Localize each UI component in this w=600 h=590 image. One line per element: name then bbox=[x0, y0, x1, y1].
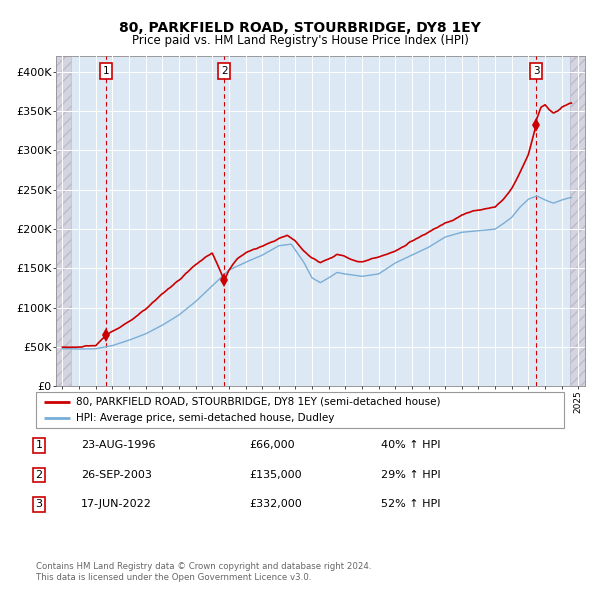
Bar bbox=[570, 56, 585, 386]
Text: 52% ↑ HPI: 52% ↑ HPI bbox=[381, 500, 440, 509]
Text: 17-JUN-2022: 17-JUN-2022 bbox=[81, 500, 152, 509]
Text: 1: 1 bbox=[35, 441, 43, 450]
Text: 1: 1 bbox=[103, 66, 110, 76]
Text: 23-AUG-1996: 23-AUG-1996 bbox=[81, 441, 155, 450]
Text: 26-SEP-2003: 26-SEP-2003 bbox=[81, 470, 152, 480]
Text: 3: 3 bbox=[533, 66, 539, 76]
Text: Price paid vs. HM Land Registry's House Price Index (HPI): Price paid vs. HM Land Registry's House … bbox=[131, 34, 469, 47]
Bar bbox=[56, 56, 71, 386]
Text: £332,000: £332,000 bbox=[249, 500, 302, 509]
Bar bbox=[56, 56, 71, 386]
Text: 2: 2 bbox=[35, 470, 43, 480]
Text: 2: 2 bbox=[221, 66, 227, 76]
Text: 40% ↑ HPI: 40% ↑ HPI bbox=[381, 441, 440, 450]
Text: This data is licensed under the Open Government Licence v3.0.: This data is licensed under the Open Gov… bbox=[36, 573, 311, 582]
FancyBboxPatch shape bbox=[36, 392, 564, 428]
Text: 80, PARKFIELD ROAD, STOURBRIDGE, DY8 1EY (semi-detached house): 80, PARKFIELD ROAD, STOURBRIDGE, DY8 1EY… bbox=[76, 397, 440, 407]
Text: £135,000: £135,000 bbox=[249, 470, 302, 480]
Text: 29% ↑ HPI: 29% ↑ HPI bbox=[381, 470, 440, 480]
Text: 3: 3 bbox=[35, 500, 43, 509]
Text: HPI: Average price, semi-detached house, Dudley: HPI: Average price, semi-detached house,… bbox=[76, 413, 334, 423]
Text: £66,000: £66,000 bbox=[249, 441, 295, 450]
Text: Contains HM Land Registry data © Crown copyright and database right 2024.: Contains HM Land Registry data © Crown c… bbox=[36, 562, 371, 571]
Text: 80, PARKFIELD ROAD, STOURBRIDGE, DY8 1EY: 80, PARKFIELD ROAD, STOURBRIDGE, DY8 1EY bbox=[119, 21, 481, 35]
Bar bbox=[570, 56, 585, 386]
